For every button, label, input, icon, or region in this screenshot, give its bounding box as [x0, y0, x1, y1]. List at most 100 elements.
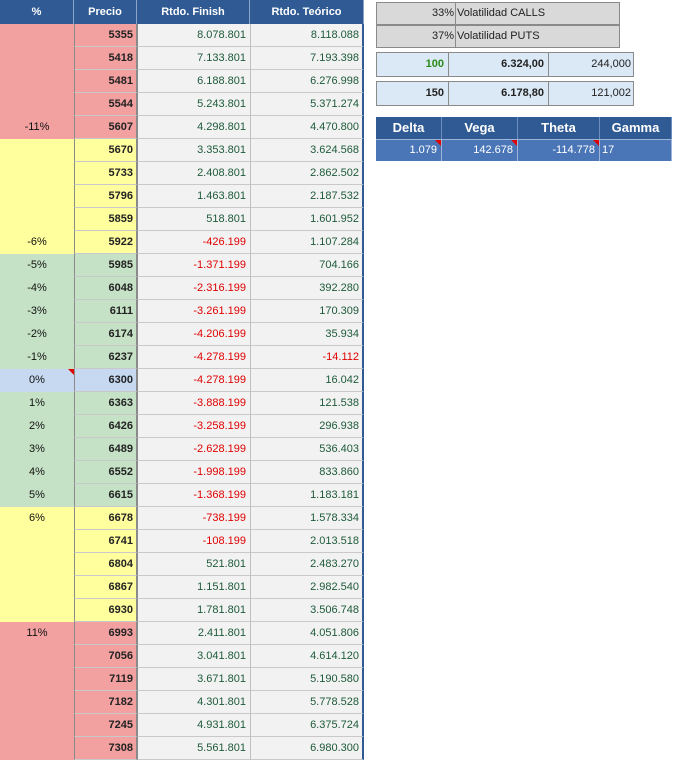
- cell-pct[interactable]: [0, 208, 74, 231]
- cell-rtdo-finish[interactable]: -3.888.199: [137, 392, 250, 415]
- cell-pct[interactable]: [0, 737, 74, 760]
- cell-rtdo-finish[interactable]: 1.151.801: [137, 576, 250, 599]
- cell-rtdo-finish[interactable]: -738.199: [137, 507, 250, 530]
- cell-rtdo-teorico[interactable]: -14.112: [250, 346, 364, 369]
- cell-pct[interactable]: 0%: [0, 369, 74, 392]
- cell-pct[interactable]: -1%: [27, 351, 47, 363]
- cell-rtdo-teorico[interactable]: 8.118.088: [250, 24, 364, 47]
- cell-rtdo-teorico[interactable]: 2.013.518: [250, 530, 364, 553]
- cell-rtdo-finish[interactable]: 5.561.801: [137, 737, 250, 760]
- cell-rtdo-finish[interactable]: 521.801: [137, 553, 250, 576]
- option-qty-1[interactable]: 100: [377, 53, 449, 76]
- cell-precio[interactable]: 7119: [74, 668, 137, 691]
- volatility-puts-value[interactable]: 37%: [377, 26, 456, 47]
- volatility-puts-row[interactable]: 37% Volatilidad PUTS: [376, 25, 620, 48]
- cell-pct[interactable]: -5%: [27, 259, 47, 271]
- cell-rtdo-finish[interactable]: 1.463.801: [137, 185, 250, 208]
- option-row-2[interactable]: 150 6.178,80 121,002: [376, 81, 634, 106]
- cell-precio[interactable]: 6489: [74, 438, 137, 461]
- cell-precio[interactable]: 5922: [74, 231, 137, 254]
- cell-rtdo-teorico[interactable]: 6.276.998: [250, 70, 364, 93]
- cell-rtdo-finish[interactable]: -2.628.199: [137, 438, 250, 461]
- cell-rtdo-teorico[interactable]: 2.862.502: [250, 162, 364, 185]
- cell-rtdo-teorico[interactable]: 121.538: [250, 392, 364, 415]
- cell-rtdo-teorico[interactable]: 2.187.532: [250, 185, 364, 208]
- cell-rtdo-finish[interactable]: -1.368.199: [137, 484, 250, 507]
- option-price-1[interactable]: 6.324,00: [449, 53, 549, 76]
- option-value-2[interactable]: 121,002: [591, 87, 631, 99]
- header-pct[interactable]: %: [0, 0, 74, 24]
- cell-rtdo-teorico[interactable]: 5.190.580: [250, 668, 364, 691]
- cell-pct[interactable]: -2%: [27, 328, 47, 340]
- cell-rtdo-finish[interactable]: -4.278.199: [137, 346, 250, 369]
- cell-precio[interactable]: 6237: [74, 346, 137, 369]
- cell-precio[interactable]: 5733: [74, 162, 137, 185]
- cell-precio[interactable]: 5544: [74, 93, 137, 116]
- cell-rtdo-finish[interactable]: -1.371.199: [137, 254, 250, 277]
- cell-precio[interactable]: 6174: [74, 323, 137, 346]
- cell-rtdo-finish[interactable]: 3.353.801: [137, 139, 250, 162]
- greek-header-theta[interactable]: Theta: [518, 117, 600, 139]
- option-row-1[interactable]: 100 6.324,00 244,000: [376, 52, 634, 77]
- cell-precio[interactable]: 6615: [74, 484, 137, 507]
- cell-precio[interactable]: 7245: [74, 714, 137, 737]
- cell-precio[interactable]: 5481: [74, 70, 137, 93]
- cell-pct[interactable]: 5%: [29, 489, 45, 501]
- cell-precio[interactable]: 5418: [74, 47, 137, 70]
- cell-pct[interactable]: [0, 70, 74, 93]
- cell-rtdo-teorico[interactable]: 3.624.568: [250, 139, 364, 162]
- cell-rtdo-teorico[interactable]: 1.578.334: [250, 507, 364, 530]
- cell-rtdo-teorico[interactable]: 1.601.952: [250, 208, 364, 231]
- cell-rtdo-teorico[interactable]: 4.051.806: [250, 622, 364, 645]
- cell-rtdo-finish[interactable]: -2.316.199: [137, 277, 250, 300]
- cell-rtdo-finish[interactable]: -3.258.199: [137, 415, 250, 438]
- cell-pct[interactable]: [0, 93, 74, 116]
- greek-value-theta[interactable]: -114.778: [518, 139, 600, 161]
- cell-precio[interactable]: 6741: [74, 530, 137, 553]
- cell-pct[interactable]: [0, 139, 74, 162]
- cell-rtdo-teorico[interactable]: 3.506.748: [250, 599, 364, 622]
- cell-pct[interactable]: 6%: [29, 512, 45, 524]
- cell-rtdo-finish[interactable]: 4.931.801: [137, 714, 250, 737]
- cell-rtdo-teorico[interactable]: 16.042: [250, 369, 364, 392]
- cell-pct[interactable]: [0, 668, 74, 691]
- cell-rtdo-finish[interactable]: -108.199: [137, 530, 250, 553]
- cell-pct[interactable]: 1%: [29, 397, 45, 409]
- cell-pct[interactable]: 3%: [29, 443, 45, 455]
- cell-rtdo-teorico[interactable]: 7.193.398: [250, 47, 364, 70]
- cell-pct[interactable]: [0, 599, 74, 622]
- cell-rtdo-finish[interactable]: 5.243.801: [137, 93, 250, 116]
- cell-precio[interactable]: 6426: [74, 415, 137, 438]
- cell-rtdo-finish[interactable]: 1.781.801: [137, 599, 250, 622]
- cell-rtdo-teorico[interactable]: 4.470.800: [250, 116, 364, 139]
- cell-precio[interactable]: 6867: [74, 576, 137, 599]
- volatility-calls-row[interactable]: 33% Volatilidad CALLS: [376, 2, 620, 25]
- greek-header-vega[interactable]: Vega: [442, 117, 518, 139]
- header-rtdo-finish[interactable]: Rtdo. Finish: [137, 0, 250, 24]
- cell-rtdo-finish[interactable]: 3.041.801: [137, 645, 250, 668]
- cell-precio[interactable]: 6363: [74, 392, 137, 415]
- cell-rtdo-teorico[interactable]: 296.938: [250, 415, 364, 438]
- cell-rtdo-finish[interactable]: 8.078.801: [137, 24, 250, 47]
- cell-rtdo-teorico[interactable]: 5.371.274: [250, 93, 364, 116]
- cell-precio[interactable]: 7182: [74, 691, 137, 714]
- cell-pct[interactable]: [0, 576, 74, 599]
- cell-pct[interactable]: -11%: [24, 121, 50, 133]
- option-value-1[interactable]: 244,000: [591, 58, 631, 70]
- header-rtdo-teorico[interactable]: Rtdo. Teórico: [250, 0, 364, 24]
- cell-pct[interactable]: 2%: [29, 420, 45, 432]
- cell-pct[interactable]: [0, 24, 74, 47]
- cell-pct[interactable]: 4%: [29, 466, 45, 478]
- cell-pct[interactable]: [0, 47, 74, 70]
- cell-precio[interactable]: 6300: [74, 369, 137, 392]
- option-qty-2[interactable]: 150: [377, 82, 449, 105]
- cell-rtdo-finish[interactable]: -4.278.199: [137, 369, 250, 392]
- greek-header-gamma[interactable]: Gamma: [600, 117, 672, 139]
- cell-rtdo-finish[interactable]: 4.301.801: [137, 691, 250, 714]
- cell-precio[interactable]: 6048: [74, 277, 137, 300]
- cell-pct[interactable]: [0, 691, 74, 714]
- cell-pct[interactable]: -3%: [27, 305, 47, 317]
- cell-precio[interactable]: 6678: [74, 507, 137, 530]
- cell-precio[interactable]: 6111: [74, 300, 137, 323]
- cell-pct[interactable]: -4%: [27, 282, 47, 294]
